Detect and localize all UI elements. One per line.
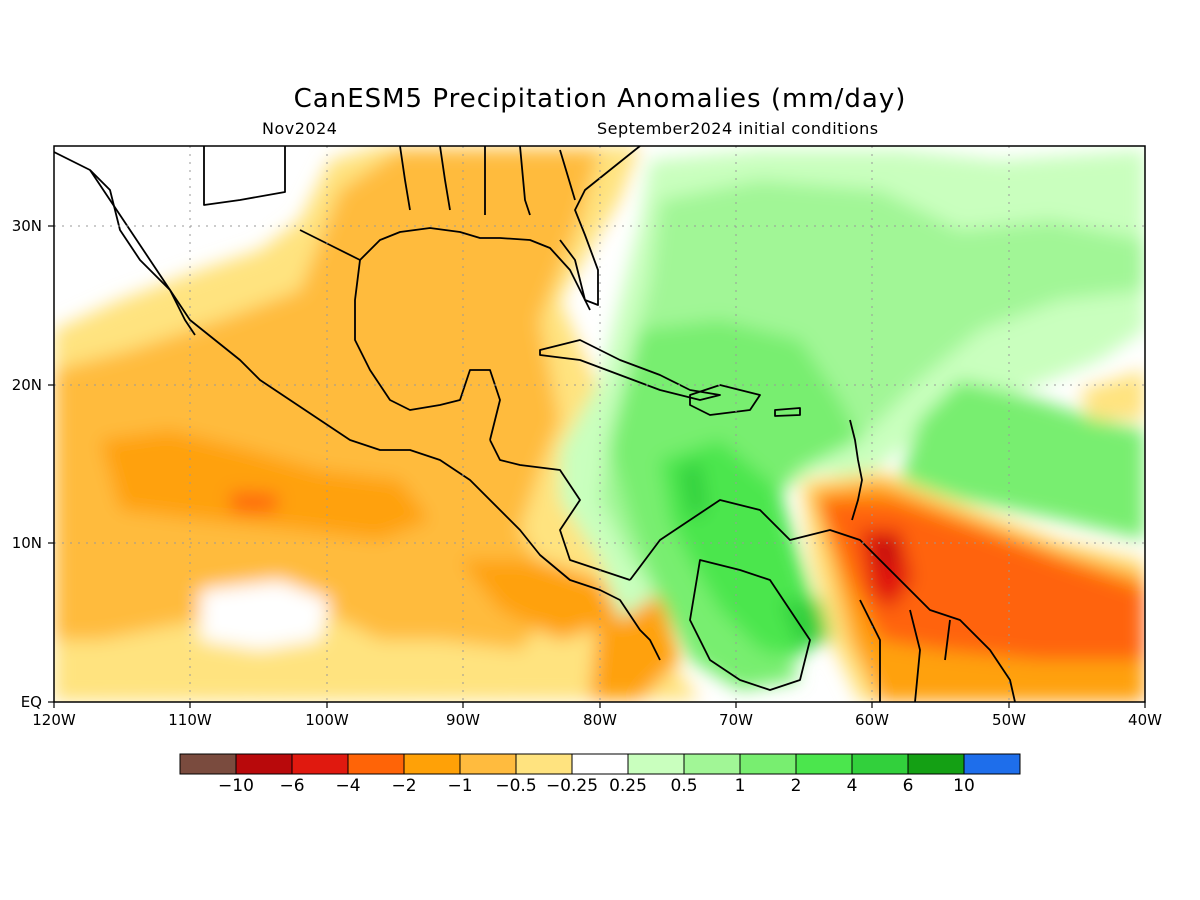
lon-label-40w: 40W [1128, 711, 1162, 729]
colorbar-label: −0.5 [495, 776, 537, 796]
coastline-puerto-rico [774, 407, 801, 417]
border-us-mexico [203, 146, 286, 206]
coastline-baja [89, 169, 196, 336]
colorbar-box [739, 753, 797, 775]
coastline-mexico-gulf [354, 259, 501, 441]
colorbar-box [627, 753, 685, 775]
white-pacific-patch [200, 580, 330, 650]
lon-label-100w: 100W [305, 711, 349, 729]
colorbar-box [571, 753, 629, 775]
coastline-central-america [489, 439, 631, 581]
dry-atlantic-core [860, 530, 912, 610]
dry-region-east-pacific [460, 560, 620, 640]
colorbar-box [683, 753, 741, 775]
lon-label-80w: 80W [583, 711, 617, 729]
colorbar-label: −0.25 [545, 776, 599, 796]
colorbar-label: −4 [335, 776, 361, 796]
wet-region-atlantic [900, 380, 1145, 540]
lat-label-eq: EQ [20, 693, 42, 711]
border-us-states [399, 146, 576, 216]
yellow-patch-northeast [1080, 370, 1145, 420]
coastline-cuba [539, 339, 721, 401]
colorbar-box [795, 753, 853, 775]
coastline-mexico-pacific [54, 151, 661, 661]
colorbar-label: −2 [391, 776, 417, 796]
colorbar-box [179, 753, 237, 775]
lon-label-120w: 120W [32, 711, 76, 729]
colorbar-label: −10 [218, 776, 254, 796]
lon-label-70w: 70W [719, 711, 753, 729]
border-venezuela [689, 559, 811, 691]
colorbar-box [963, 753, 1021, 775]
colorbar-box [459, 753, 517, 775]
anomaly-fields [54, 146, 1145, 702]
border-guianas [859, 599, 951, 702]
initial-conditions-label: September2024 initial conditions [597, 119, 879, 138]
colorbar-box [291, 753, 349, 775]
axis-ticks [48, 225, 1146, 708]
lat-label-30n: 30N [11, 217, 42, 235]
lat-label-20n: 20N [11, 376, 42, 394]
lon-label-90w: 90W [446, 711, 480, 729]
colorbar-box [347, 753, 405, 775]
colorbar-box [403, 753, 461, 775]
colorbar-box [907, 753, 965, 775]
colorbar-label: 0.5 [670, 776, 698, 796]
colorbar-label: 1 [734, 776, 746, 796]
coastline-lesser-antilles [849, 419, 863, 521]
coastline-south-america-north [629, 499, 1016, 702]
lon-label-110w: 110W [168, 711, 212, 729]
dry-region-strong [100, 430, 430, 540]
lon-label-50w: 50W [992, 711, 1026, 729]
colorbar-label: 2 [790, 776, 802, 796]
colorbar-label: 6 [902, 776, 914, 796]
colorbar-box [235, 753, 293, 775]
colorbar-label: −6 [279, 776, 305, 796]
forecast-month: Nov2024 [262, 119, 338, 138]
wet-region-peak [680, 460, 708, 520]
coastlines [54, 146, 1016, 702]
colorbar-box [515, 753, 573, 775]
gridlines [54, 146, 1145, 702]
lat-label-10n: 10N [11, 534, 42, 552]
colorbar-label: 4 [846, 776, 858, 796]
dry-core [230, 492, 278, 512]
colorbar-box [851, 753, 909, 775]
colorbar-label: 10 [953, 776, 975, 796]
dry-region-gulf [360, 220, 540, 400]
dry-region-colombia [590, 590, 680, 700]
lon-label-60w: 60W [855, 711, 889, 729]
colorbar-label: −1 [447, 776, 473, 796]
figure-title: CanESM5 Precipitation Anomalies (mm/day) [293, 84, 907, 114]
colorbar-label: 0.25 [609, 776, 647, 796]
coastline-gulf-mexico [299, 227, 591, 311]
coastline-florida [559, 146, 641, 306]
dry-atlantic-peak [878, 540, 894, 565]
